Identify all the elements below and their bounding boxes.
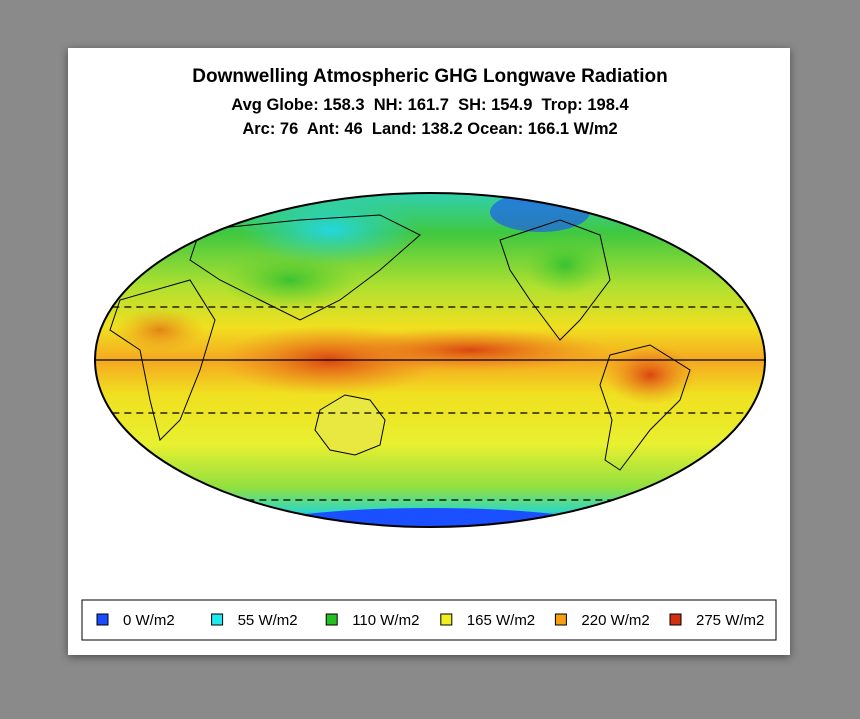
legend-swatch — [96, 613, 109, 626]
legend: 0 W/m2 55 W/m2 110 W/m2 165 W/m2 220 W/m2 275… — [96, 612, 764, 629]
america-cool — [525, 235, 605, 295]
legend-swatch — [211, 613, 224, 626]
legend-label: 275 W/m2 — [696, 612, 764, 629]
stats-line: Arc: 76 Ant: 46 Land: 138.2 Ocean: 166.1… — [242, 120, 617, 138]
south-america — [599, 344, 691, 471]
eurasia — [189, 214, 421, 321]
legend-label: 0 W/m2 — [123, 612, 175, 629]
stats-line: Avg Globe: 158.3 NH: 161.7 SH: 154.9 Tro… — [231, 96, 629, 114]
map-field — [95, 193, 765, 527]
legend-label: 110 W/m2 — [352, 612, 419, 629]
north-america — [499, 219, 611, 341]
legend-label: 55 W/m2 — [238, 612, 298, 629]
graticule — [95, 306, 765, 501]
africa — [109, 279, 216, 441]
legend-swatch — [325, 613, 338, 626]
legend-label: 165 W/m2 — [467, 612, 535, 629]
africa-warm — [115, 308, 205, 352]
legend-label: 220 W/m2 — [581, 612, 649, 629]
legend-swatch — [440, 613, 453, 626]
itcz — [330, 328, 610, 372]
title: Downwelling Atmospheric GHG Longwave Rad… — [192, 66, 667, 87]
asia-cool — [220, 250, 360, 310]
legend-swatch — [669, 613, 682, 626]
legend-box — [81, 599, 777, 641]
siberia — [240, 195, 420, 265]
australia — [314, 394, 386, 456]
legend-swatch — [554, 613, 567, 626]
map-outline — [94, 192, 766, 528]
antarctica — [250, 508, 610, 527]
